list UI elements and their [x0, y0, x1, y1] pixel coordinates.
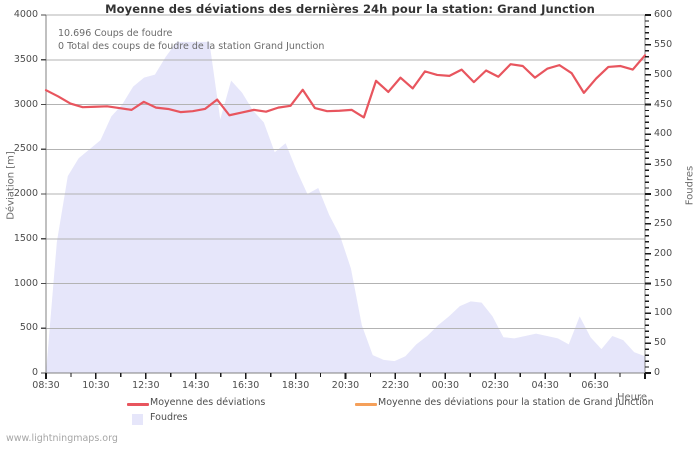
- y-tick-label: 500: [19, 322, 38, 334]
- y2-tick-label: 150: [654, 277, 673, 289]
- annotation-station-total: 0 Total des coups de foudre de la statio…: [58, 41, 325, 52]
- x-tick-label: 20:30: [331, 380, 360, 391]
- legend-swatch-1: [127, 403, 149, 406]
- x-tick-label: 22:30: [381, 380, 410, 391]
- legend-swatch-2: [355, 403, 377, 406]
- x-axis-title: Heure: [617, 392, 648, 403]
- y2-tick-label: 200: [654, 247, 673, 259]
- x-tick-label: 12:30: [132, 380, 160, 391]
- y-tick-label: 2000: [13, 188, 38, 199]
- y2-tick-label: 0: [654, 367, 661, 378]
- area-series-foudres: [46, 41, 645, 373]
- x-tick-label: 02:30: [481, 380, 509, 391]
- y2-tick-label: 100: [654, 307, 673, 319]
- legend-label-2: Moyenne des déviations pour la station d…: [378, 397, 654, 408]
- y2-tick-label: 450: [654, 98, 673, 110]
- legend-label-1: Moyenne des déviations: [150, 397, 266, 408]
- x-tick-label: 00:30: [431, 380, 460, 391]
- x-tick-label: 14:30: [182, 380, 210, 391]
- y-tick-label: 3500: [13, 53, 38, 65]
- y-tick-label: 1500: [13, 232, 38, 244]
- y-tick-label: 4000: [13, 9, 38, 20]
- x-tick-label: 06:30: [581, 380, 609, 391]
- y2-tick-label: 400: [654, 128, 673, 140]
- footer-watermark: www.lightningmaps.org: [6, 433, 118, 444]
- line-series-deviation: [44, 54, 647, 119]
- y2-tick-label: 500: [654, 68, 673, 80]
- legend-swatch-3: [132, 414, 143, 425]
- x-tick-label: 18:30: [281, 380, 310, 391]
- y2-tick-label: 550: [654, 38, 673, 50]
- y-tick-label: 1000: [13, 277, 38, 289]
- y-tick-label: 0: [31, 367, 38, 378]
- y2-tick-label: 600: [654, 9, 673, 20]
- y2-tick-label: 50: [654, 337, 667, 349]
- y2-tick-label: 350: [654, 158, 673, 170]
- y2-tick-label: 250: [654, 217, 673, 229]
- x-tick-label: 10:30: [82, 380, 110, 391]
- y2-tick-label: 300: [654, 188, 673, 199]
- x-tick-label: 08:30: [32, 380, 60, 391]
- x-tick-label: 16:30: [231, 380, 260, 391]
- chart-title: Moyenne des déviations des dernières 24h…: [105, 2, 595, 16]
- annotation-lightning-count: 10.696 Coups de foudre: [58, 28, 173, 39]
- y-tick-label: 3000: [13, 98, 38, 110]
- y-tick-label: 2500: [13, 143, 38, 155]
- legend-label-3: Foudres: [150, 412, 188, 423]
- x-tick-label: 04:30: [531, 380, 559, 391]
